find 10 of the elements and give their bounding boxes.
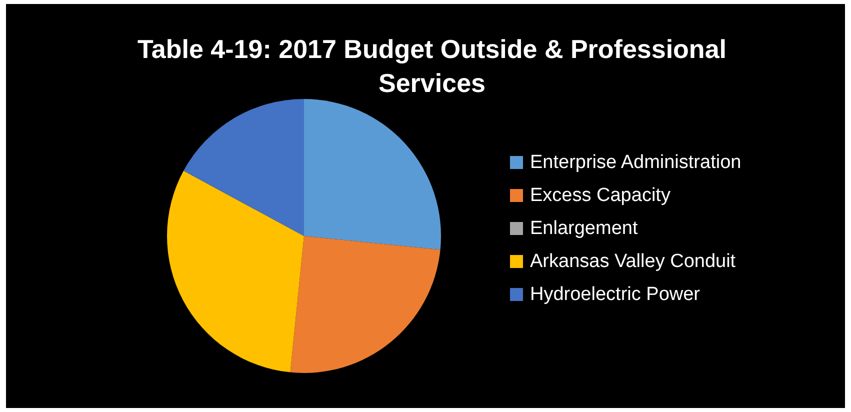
legend-label: Enlargement <box>530 218 638 239</box>
legend-label: Hydroelectric Power <box>530 284 701 305</box>
chart-title: Table 4-19: 2017 Budget Outside & Professional Services <box>137 34 727 98</box>
pie-slice <box>290 236 440 373</box>
pie-slice <box>184 99 304 236</box>
pie-slice <box>167 170 304 372</box>
legend-label: Enterprise Administration <box>530 152 742 173</box>
pie-slice <box>304 99 441 250</box>
legend-label: Excess Capacity <box>530 185 671 206</box>
legend-label: Arkansas Valley Conduit <box>530 251 736 272</box>
